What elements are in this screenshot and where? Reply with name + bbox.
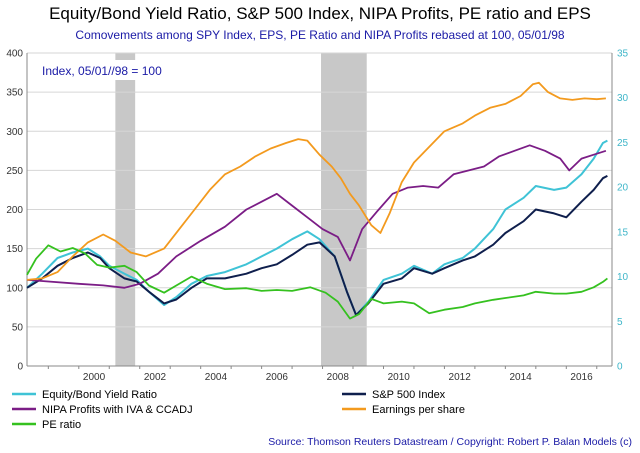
series-line-1: [26, 175, 608, 317]
y-right-tick-label: 0: [617, 362, 623, 373]
legend-label-3: Earnings per share: [372, 404, 465, 416]
y-right-tick-label: 10: [617, 272, 629, 283]
y-right-tick-label: 30: [617, 93, 629, 104]
legend-label-4: PE ratio: [42, 419, 81, 431]
y-left-tick-label: 400: [6, 49, 23, 60]
x-tick-label: 2006: [266, 372, 289, 383]
legend-label-1: S&P 500 Index: [372, 389, 446, 401]
y-left-tick-label: 50: [12, 322, 24, 333]
x-tick-label: 2000: [83, 372, 106, 383]
x-tick-label: 2010: [388, 372, 411, 383]
y-left-tick-label: 200: [6, 205, 23, 216]
y-left-tick-label: 300: [6, 127, 23, 138]
y-left-tick-label: 350: [6, 88, 23, 99]
x-tick-label: 2014: [509, 372, 532, 383]
y-left-tick-label: 0: [17, 362, 23, 373]
chart-annotation: Index, 05/01//98 = 100: [42, 64, 162, 78]
y-left-tick-label: 250: [6, 166, 23, 177]
series-line-0: [26, 139, 608, 317]
y-right-tick-label: 25: [617, 138, 629, 149]
x-tick-label: 2002: [144, 372, 167, 383]
y-left-tick-label: 150: [6, 244, 23, 255]
chart-subtitle: Comovements among SPY Index, EPS, PE Rat…: [75, 28, 565, 42]
y-left-tick-label: 100: [6, 283, 23, 294]
chart-title: Equity/Bond Yield Ratio, S&P 500 Index, …: [49, 4, 591, 23]
source-note: Source: Thomson Reuters Datastream / Cop…: [268, 436, 632, 448]
x-tick-label: 2016: [570, 372, 593, 383]
y-right-tick-label: 35: [617, 49, 629, 60]
series-line-2: [26, 144, 607, 289]
y-right-tick-label: 5: [617, 317, 623, 328]
x-tick-label: 2012: [449, 372, 472, 383]
annotation-box: [36, 60, 186, 80]
series-line-3: [26, 81, 606, 281]
y-right-tick-label: 20: [617, 183, 629, 194]
legend-label-0: Equity/Bond Yield Ratio: [42, 389, 157, 401]
y-right-tick-label: 15: [617, 227, 629, 238]
series-line-4: [26, 244, 608, 320]
legend-label-2: NIPA Profits with IVA & CCADJ: [42, 404, 193, 416]
x-tick-label: 2004: [205, 372, 228, 383]
x-tick-label: 2008: [327, 372, 350, 383]
